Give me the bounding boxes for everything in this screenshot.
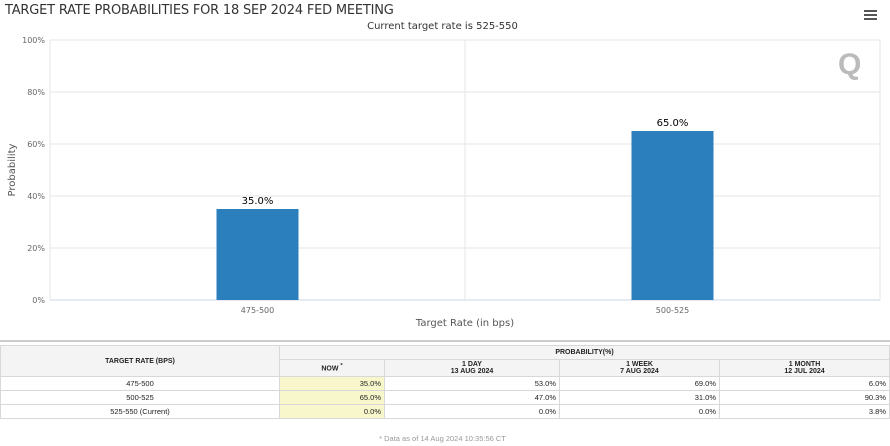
y-tick-label: 40% xyxy=(27,192,45,201)
cell-month: 90.3% xyxy=(719,390,890,405)
header-label: 1 MONTH xyxy=(788,361,821,368)
table-row: 525-550 (Current) 0.0% 0.0% 0.0% 3.8% xyxy=(0,404,890,419)
cell-rate: 500-525 xyxy=(0,390,280,405)
header-1week: 1 WEEK 7 AUG 2024 xyxy=(559,359,720,377)
data-label: 65.0% xyxy=(657,118,689,129)
hamburger-icon[interactable] xyxy=(864,10,877,20)
footnote-star: * xyxy=(340,363,343,370)
bar-500-525[interactable] xyxy=(631,131,714,300)
cell-now: 35.0% xyxy=(279,376,385,391)
data-timestamp: * Data as of 14 Aug 2024 10:35:56 CT xyxy=(379,434,506,443)
chart-title: TARGET RATE PROBABILITIES FOR 18 SEP 202… xyxy=(5,3,394,18)
cell-month: 3.8% xyxy=(719,404,890,419)
header-label: 1 WEEK xyxy=(626,361,653,368)
cell-week: 0.0% xyxy=(559,404,720,419)
header-1month: 1 MONTH 12 JUL 2024 xyxy=(719,359,890,377)
cell-week: 69.0% xyxy=(559,376,720,391)
cell-rate: 525-550 (Current) xyxy=(0,404,280,419)
header-now: NOW * xyxy=(279,359,385,377)
divider xyxy=(0,340,890,342)
x-tick-label: 500-525 xyxy=(656,306,689,315)
cell-week: 31.0% xyxy=(559,390,720,405)
y-axis-label: Probability xyxy=(7,143,18,196)
table-row: 500-525 65.0% 47.0% 31.0% 90.3% xyxy=(0,390,890,405)
y-tick-label: 20% xyxy=(27,244,45,253)
y-tick-label: 0% xyxy=(32,296,45,305)
header-date: 7 AUG 2024 xyxy=(620,368,659,375)
header-now-label: NOW xyxy=(321,365,339,373)
cell-month: 6.0% xyxy=(719,376,890,391)
cell-now: 0.0% xyxy=(279,404,385,419)
header-probability: PROBABILITY(%) xyxy=(279,345,890,360)
chart-subtitle: Current target rate is 525-550 xyxy=(367,21,518,32)
cell-rate: 475-500 xyxy=(0,376,280,391)
cell-day: 53.0% xyxy=(384,376,560,391)
header-date: 13 AUG 2024 xyxy=(450,368,494,375)
header-target-rate: TARGET RATE (BPS) xyxy=(0,345,280,377)
probability-table: TARGET RATE (BPS) PROBABILITY(%) NOW * 1 … xyxy=(0,345,890,419)
cell-now: 65.0% xyxy=(279,390,385,405)
header-label: 1 DAY xyxy=(462,361,482,368)
y-tick-label: 80% xyxy=(27,88,45,97)
bar-475-500[interactable] xyxy=(216,209,299,300)
header-date: 12 JUL 2024 xyxy=(784,368,825,375)
y-tick-label: 100% xyxy=(22,36,45,45)
x-tick-label: 475-500 xyxy=(241,306,274,315)
data-label: 35.0% xyxy=(242,196,274,207)
y-tick-label: 60% xyxy=(27,140,45,149)
x-axis-label: Target Rate (in bps) xyxy=(415,318,514,329)
table-row: 475-500 35.0% 53.0% 69.0% 6.0% xyxy=(0,376,890,391)
cell-day: 47.0% xyxy=(384,390,560,405)
cell-day: 0.0% xyxy=(384,404,560,419)
header-1day: 1 DAY 13 AUG 2024 xyxy=(384,359,560,377)
logo-icon: Q xyxy=(838,48,862,81)
bar-chart: 0% 20% 40% 60% 80% 100% 35.0% 475-500 65.0% 500-5… xyxy=(7,36,881,329)
